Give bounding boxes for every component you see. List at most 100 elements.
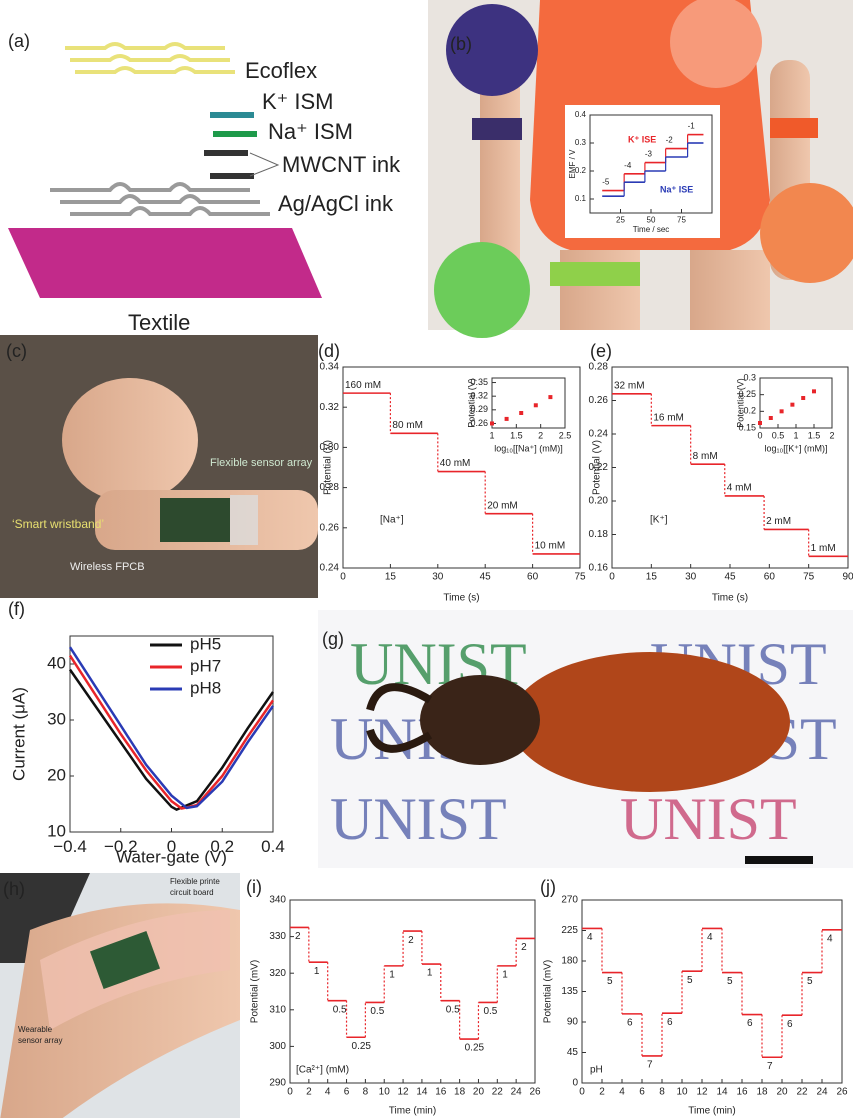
callout: Flexible sensor array <box>210 457 313 469</box>
layer-label: Ag/AgCl ink <box>278 191 394 216</box>
step-annotation: 5 <box>687 975 693 986</box>
x-tick-label: 15 <box>646 572 658 583</box>
x-tick-label: 18 <box>756 1087 768 1098</box>
x-tick-label: 0 <box>340 572 346 583</box>
y-axis-label: Potential (mV) <box>543 960 554 1023</box>
beetle-body <box>510 652 790 792</box>
mandibles <box>366 683 433 753</box>
step-annotation: -1 <box>688 122 696 131</box>
step-annotation: 6 <box>667 1017 673 1028</box>
step-annotation: 5 <box>807 976 813 987</box>
y-tick-label: 0.24 <box>320 563 340 574</box>
y-axis-label: EMF / V <box>568 149 577 179</box>
y-tick-label: 180 <box>561 956 578 967</box>
step-annotation: -4 <box>624 161 632 170</box>
layer-label: MWCNT ink <box>282 152 401 177</box>
y-tick-label: 0.22 <box>589 462 609 473</box>
x-tick-label: 0 <box>167 837 176 856</box>
x-axis-label: Time / sec <box>633 225 670 234</box>
x-tick-label: 2 <box>538 430 543 440</box>
step-annotation: 5 <box>727 976 733 987</box>
note: [Ca²⁺] (mM) <box>296 1065 349 1076</box>
x-tick-label: 8 <box>659 1087 665 1098</box>
y-axis-label: Current (μA) <box>9 687 28 781</box>
panel-label: (e) <box>590 341 612 361</box>
beetle-head <box>420 675 540 765</box>
x-tick-label: 0 <box>287 1087 293 1098</box>
x-tick-label: 60 <box>527 572 539 583</box>
x-tick-label: 45 <box>480 572 492 583</box>
x-tick-label: 22 <box>492 1087 504 1098</box>
y-tick-label: 0.30 <box>320 442 340 453</box>
y-tick-label: 0.26 <box>589 395 609 406</box>
point <box>533 403 538 408</box>
x-tick-label: 20 <box>776 1087 788 1098</box>
x-tick-label: 0.4 <box>261 837 285 856</box>
step-annotation: 20 mM <box>487 500 518 511</box>
legband <box>550 262 640 286</box>
x-tick-label: 16 <box>435 1087 447 1098</box>
inset-bg <box>734 372 840 454</box>
x-axis-label: log₁₀[[Na⁺] (mM)] <box>494 443 563 453</box>
step-annotation: 4 mM <box>727 483 752 494</box>
point <box>548 395 553 400</box>
legend-label: pH7 <box>190 656 221 675</box>
point <box>758 421 762 425</box>
x-tick-label: 1 <box>489 430 494 440</box>
step-annotation: 0.25 <box>352 1041 372 1052</box>
y-tick-label: 0.2 <box>575 166 587 175</box>
point <box>490 421 494 426</box>
x-tick-label: 1.5 <box>808 430 821 440</box>
point <box>801 396 806 400</box>
x-axis-label: Time (s) <box>443 593 479 604</box>
panel-b: (b) <box>428 0 853 338</box>
y-tick-label: 290 <box>269 1078 286 1089</box>
y-axis-label: Potential (V) <box>323 440 334 495</box>
step-annotation: 7 <box>767 1061 773 1072</box>
y-tick-label: 0.28 <box>589 362 609 373</box>
panel-label: (b) <box>450 34 472 54</box>
step-annotation: 1 mM <box>811 543 836 554</box>
panel-label: (c) <box>6 341 27 361</box>
sensor-array <box>230 495 258 545</box>
y-tick-label: 0.20 <box>589 496 609 507</box>
inset-bg <box>565 105 720 238</box>
leg <box>690 250 770 330</box>
y-tick-label: 0.2 <box>743 406 756 416</box>
x-tick-label: 16 <box>736 1087 748 1098</box>
x-tick-label: 0 <box>757 430 762 440</box>
zoom <box>446 4 538 96</box>
textile-layer <box>8 228 322 298</box>
k-ism-bar <box>210 112 254 118</box>
x-tick-label: 12 <box>696 1087 708 1098</box>
x-tick-label: 14 <box>416 1087 428 1098</box>
step-annotation: 6 <box>627 1018 633 1029</box>
x-tick-label: 45 <box>724 572 736 583</box>
step-annotation: 1 <box>427 968 433 979</box>
step-annotation: 4 <box>707 932 713 943</box>
x-tick-label: 20 <box>473 1087 485 1098</box>
x-tick-label: 12 <box>398 1087 410 1098</box>
step-annotation: 10 mM <box>535 541 566 552</box>
mwcnt-bar <box>204 150 248 156</box>
x-tick-label: 30 <box>685 572 697 583</box>
panel-label: (h) <box>3 879 25 899</box>
fist <box>62 378 198 502</box>
x-tick-label: 4 <box>325 1087 331 1098</box>
y-axis-label: Potential (V) <box>592 440 603 495</box>
legend-label: pH8 <box>190 678 221 697</box>
ecoflex-layer <box>65 42 235 74</box>
x-tick-label: 75 <box>677 215 686 224</box>
x-tick-label: 14 <box>716 1087 728 1098</box>
note: [K⁺] <box>650 515 668 526</box>
y-tick-label: 0.32 <box>470 391 488 401</box>
layer-label: K⁺ ISM <box>262 89 334 114</box>
step-annotation: 1 <box>314 966 320 977</box>
x-tick-label: 6 <box>344 1087 350 1098</box>
mwcnt-bar <box>210 173 254 179</box>
x-axis-label: Time (min) <box>688 1106 735 1117</box>
y-tick-label: 135 <box>561 986 578 997</box>
panel-h: (h) Flexible printe circuit board Wearab… <box>0 873 240 1118</box>
chart-bg <box>240 873 853 1118</box>
y-tick-label: 0.28 <box>320 482 340 493</box>
